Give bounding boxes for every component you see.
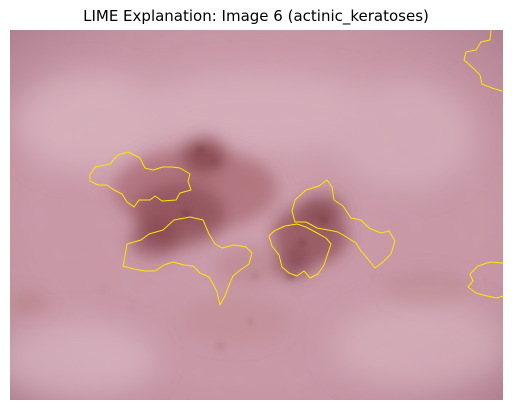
speckled-pigment [101,146,328,350]
brown-pigment-patches [12,137,473,345]
upper-left-boundary [89,151,192,208]
dermoscopy-image-panel [10,30,503,400]
far-right-boundary [467,261,503,299]
top-right-boundary [463,30,503,92]
right-lower-boundary [268,223,332,279]
skin-highlights [10,70,503,398]
figure-title: LIME Explanation: Image 6 (actinic_kerat… [83,7,429,25]
left-center-boundary [122,216,253,306]
lime-overlay-image [10,30,503,400]
lime-superpixel-boundaries [89,30,503,306]
right-upper-boundary [291,179,396,269]
